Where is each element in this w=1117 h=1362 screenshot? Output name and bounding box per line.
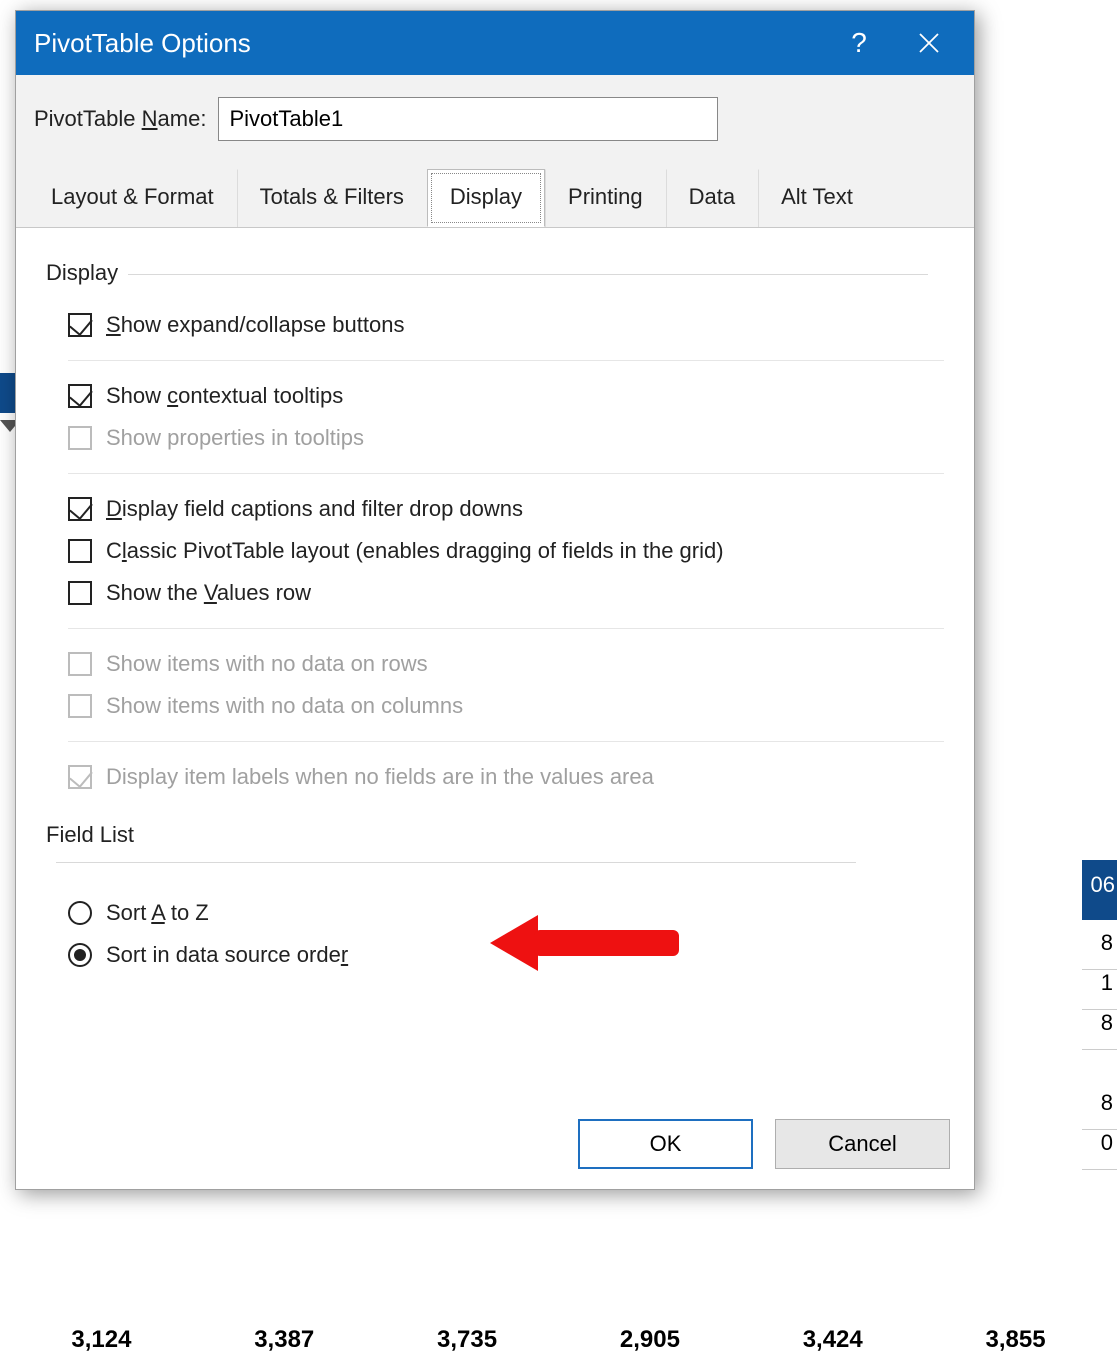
option-show-values-row[interactable]: Show the Values row: [46, 572, 944, 614]
option-show-items-no-data-rows: Show items with no data on rows: [46, 643, 944, 685]
checkbox-icon: [68, 539, 92, 563]
divider: [68, 473, 944, 474]
tab-alt-text[interactable]: Alt Text: [758, 169, 876, 227]
checkbox-icon: [68, 313, 92, 337]
pivottable-name-label: PivotTable Name:: [34, 106, 206, 132]
checkbox-icon: [68, 581, 92, 605]
group-title-display: Display: [46, 260, 944, 286]
bg-cell-right: 8: [1082, 930, 1117, 970]
bg-cell-right: 8: [1082, 1010, 1117, 1050]
radio-icon: [68, 901, 92, 925]
bg-col-header-fragment: 06: [1091, 872, 1115, 898]
checkbox-icon: [68, 694, 92, 718]
option-show-expand-collapse[interactable]: Show expand/collapse buttons: [46, 304, 944, 346]
option-sort-data-source-order[interactable]: Sort in data source order: [46, 934, 944, 976]
dialog-buttons: OK Cancel: [578, 1119, 950, 1169]
pivottable-options-dialog: PivotTable Options ? PivotTable Name: La…: [15, 10, 975, 1190]
divider: [68, 628, 944, 629]
bg-number: 3,424: [803, 1326, 863, 1354]
pivottable-name-input[interactable]: [218, 97, 718, 141]
viewport: 06 8 1 8 8 0 3,124 3,387 3,735 2,905 3,4…: [0, 0, 1117, 1362]
divider: [68, 360, 944, 361]
option-show-properties-tooltips: Show properties in tooltips: [46, 417, 944, 459]
ok-button[interactable]: OK: [578, 1119, 753, 1169]
tab-printing[interactable]: Printing: [545, 169, 666, 227]
option-show-contextual-tooltips[interactable]: Show contextual tooltips: [46, 375, 944, 417]
cancel-button[interactable]: Cancel: [775, 1119, 950, 1169]
dialog-title: PivotTable Options: [34, 28, 824, 59]
checkbox-icon: [68, 384, 92, 408]
checkbox-icon: [68, 426, 92, 450]
option-show-items-no-data-columns: Show items with no data on columns: [46, 685, 944, 727]
display-panel: Display Show expand/collapse buttons Sho…: [16, 228, 974, 1108]
tab-totals-filters[interactable]: Totals & Filters: [237, 169, 427, 227]
bg-grand-total-row: 3,124 3,387 3,735 2,905 3,424 3,855: [10, 1326, 1107, 1354]
close-button[interactable]: [894, 11, 964, 75]
checkbox-icon: [68, 765, 92, 789]
dialog-titlebar: PivotTable Options ?: [16, 11, 974, 75]
tab-layout-format[interactable]: Layout & Format: [28, 169, 237, 227]
dialog-content: PivotTable Name: Layout & Format Totals …: [16, 75, 974, 1108]
close-icon: [918, 32, 940, 54]
bg-number: 3,735: [437, 1326, 497, 1354]
tab-data[interactable]: Data: [666, 169, 758, 227]
radio-icon: [68, 943, 92, 967]
option-classic-layout[interactable]: Classic PivotTable layout (enables dragg…: [46, 530, 944, 572]
bg-number: 3,855: [986, 1326, 1046, 1354]
bg-number: 3,387: [254, 1326, 314, 1354]
pivottable-name-row: PivotTable Name:: [16, 75, 974, 141]
group-title-field-list: Field List: [46, 822, 944, 874]
option-sort-a-to-z[interactable]: Sort A to Z: [46, 892, 944, 934]
checkbox-icon: [68, 652, 92, 676]
tabs: Layout & Format Totals & Filters Display…: [16, 169, 974, 228]
bg-cell-right: 0: [1082, 1130, 1117, 1170]
bg-cell-right: 8: [1082, 1090, 1117, 1130]
option-display-field-captions[interactable]: Display field captions and filter drop d…: [46, 488, 944, 530]
divider: [68, 741, 944, 742]
bg-number: 3,124: [71, 1326, 131, 1354]
bg-number: 2,905: [620, 1326, 680, 1354]
option-display-item-labels: Display item labels when no fields are i…: [46, 756, 944, 798]
tab-display[interactable]: Display: [427, 169, 545, 227]
help-button[interactable]: ?: [824, 11, 894, 75]
bg-cell-right: 1: [1082, 970, 1117, 1010]
checkbox-icon: [68, 497, 92, 521]
help-icon: ?: [851, 27, 867, 59]
